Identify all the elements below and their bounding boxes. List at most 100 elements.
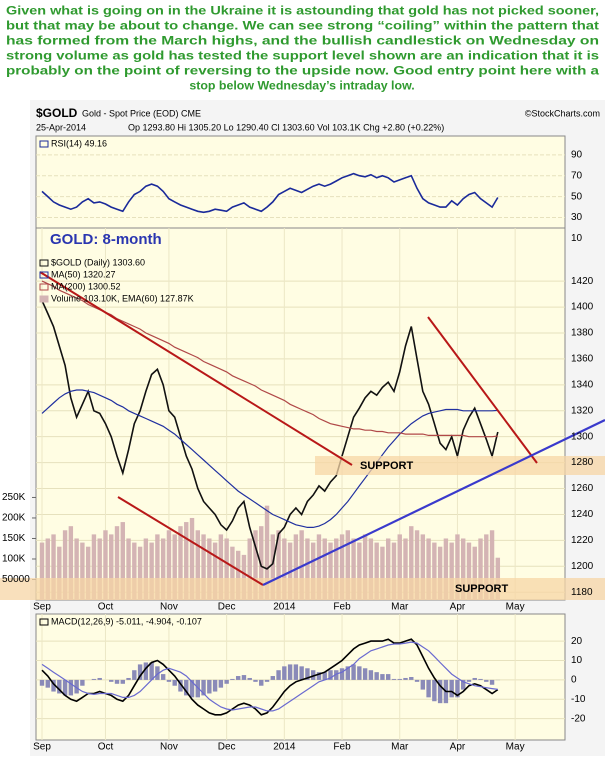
volume-bar [253,530,258,600]
histogram-bar [414,679,420,682]
y-tick-label: 70 [571,170,583,181]
volume-bar [155,534,160,600]
x-tick-label: Sep [33,742,51,753]
volume-bar [437,546,443,600]
volume-bar [126,538,131,600]
volume-bar [357,542,362,600]
y-tick-label: 1260 [571,483,594,494]
y-tick-label: 1380 [571,328,594,339]
instrument-name: Gold - Spot Price (EOD) CME [82,108,201,118]
volume-bar [403,538,408,600]
volume-bar [160,538,166,600]
legend-swatch [39,271,49,279]
y2-tick-label: 250K [2,492,26,503]
x-tick-label: May [506,602,525,613]
volume-bar [305,538,310,600]
y2-tick-label: 150K [2,533,26,544]
x-tick-label: Oct [98,742,114,753]
histogram-bar [126,677,131,680]
histogram-bar [357,666,362,680]
chart-layer [32,154,565,740]
volume-bar [166,530,172,600]
x-tick-label: Oct [98,602,114,613]
histogram-bar [160,674,166,680]
y2-tick-label: 100K [2,554,26,565]
histogram-bar [362,668,368,680]
quote: Op 1293.80 Hi 1305.20 Lo 1290.40 Cl 1303… [128,122,444,132]
symbol: $GOLD [36,106,78,120]
histogram-bar [484,679,489,682]
y-tick-label: 1280 [571,457,594,468]
histogram-bar [91,678,97,680]
volume-bar [201,534,206,600]
x-tick-label: 2014 [273,602,296,613]
x-tick-label: Feb [333,602,351,613]
volume-bar [189,517,195,600]
volume-bar [322,538,327,600]
volume-bar [472,546,477,600]
volume-bar [368,538,374,600]
histogram-bar [345,666,351,680]
legend-entry: RSI(14) 49.16 [51,138,107,148]
volume-bar [380,546,385,600]
commentary-line: stop below Wednesday’s intraday low. [189,78,414,92]
histogram-bar [137,664,143,680]
y-tick-label: 1340 [571,379,594,390]
trend-line [117,496,264,586]
legend-swatch [39,259,49,267]
legend-swatch [39,618,49,626]
legend-entry: MA(50) 1320.27 [51,269,116,279]
volume-bar [455,534,460,600]
histogram-bar [276,670,281,680]
histogram-bar [109,679,114,682]
histogram-bar [143,662,149,680]
volume-bar [282,538,287,600]
histogram-bar [120,679,125,684]
histogram-bar [207,679,212,694]
legend-swatch [39,295,49,303]
histogram-bar [259,679,264,686]
histogram-bar [466,679,472,682]
volume-bar [432,542,437,600]
trend-line [427,316,538,464]
y-tick-label: 1300 [571,431,594,442]
volume-bar [270,534,275,600]
series-line [41,172,499,214]
annotation: SUPPORT [455,583,508,595]
volume-bar [391,542,397,600]
volume-bar [143,538,149,600]
histogram-bar [166,679,172,682]
volume-bar [362,534,368,600]
y2-tick-label: 200K [2,513,26,524]
legend-entry: MA(200) 1300.52 [51,281,121,291]
volume-bar [97,538,102,600]
labels-layer: Given what is going on in the Ukraine it… [2,3,599,752]
volume-bar [51,534,56,600]
y-tick-label: 10 [571,233,583,244]
histogram-bar [432,679,437,702]
histogram-bar [368,670,374,680]
x-tick-label: Mar [391,742,409,753]
series-line [41,638,499,716]
legend-swatch [39,283,49,291]
histogram-bar [339,668,345,680]
histogram-bar [155,666,160,680]
histogram-bar [178,679,183,692]
x-tick-label: Nov [160,742,178,753]
y2-tick-label: 50000 [2,574,30,585]
volume-bar [461,538,466,600]
histogram-bar [224,679,229,684]
histogram-bar [310,670,316,680]
y-tick-label: 1400 [571,302,594,313]
source: ©StockCharts.com [525,108,600,118]
volume-bar [339,534,345,600]
histogram-bar [420,679,426,690]
trend-line [262,419,605,586]
y-tick-label: 1200 [571,561,594,572]
x-tick-label: Feb [333,742,351,753]
volume-bar [235,550,241,600]
volume-bar [218,534,224,600]
legend-entry: $GOLD (Daily) 1303.60 [51,257,145,267]
commentary-line: but that may be about to change. We can … [6,18,599,32]
volume-bar [241,554,247,600]
